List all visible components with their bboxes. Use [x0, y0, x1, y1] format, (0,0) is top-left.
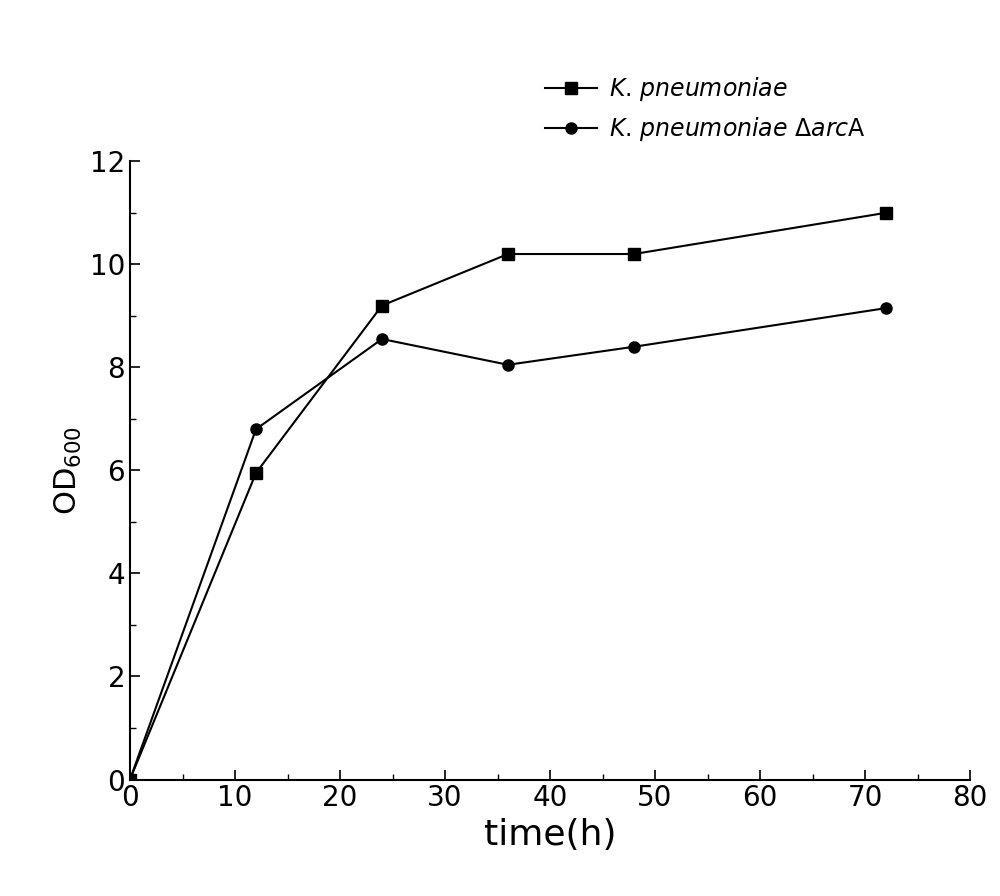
$\it{K}$. $\it{pneumoniae}$ — [376, 300, 388, 311]
$\it{K}$. $\it{pneumoniae}$ $\Delta$$\it{arc}$A — [502, 359, 514, 370]
$\it{K}$. $\it{pneumoniae}$ — [880, 208, 892, 219]
$\it{K}$. $\it{pneumoniae}$ $\Delta$$\it{arc}$A — [880, 303, 892, 314]
$\it{K}$. $\it{pneumoniae}$ $\Delta$$\it{arc}$A — [376, 333, 388, 344]
Line: $\it{K}$. $\it{pneumoniae}$ $\Delta$$\it{arc}$A: $\it{K}$. $\it{pneumoniae}$ $\Delta$$\it… — [124, 303, 892, 785]
$\it{K}$. $\it{pneumoniae}$ $\Delta$$\it{arc}$A — [124, 774, 136, 785]
Y-axis label: OD$_{600}$: OD$_{600}$ — [53, 426, 84, 515]
$\it{K}$. $\it{pneumoniae}$ — [628, 249, 640, 260]
Line: $\it{K}$. $\it{pneumoniae}$: $\it{K}$. $\it{pneumoniae}$ — [124, 207, 892, 785]
Legend: $\it{K}$. $\it{pneumoniae}$, $\it{K}$. $\it{pneumoniae}$ $\Delta$$\it{arc}$A: $\it{K}$. $\it{pneumoniae}$, $\it{K}$. $… — [545, 75, 866, 143]
$\it{K}$. $\it{pneumoniae}$ $\Delta$$\it{arc}$A — [628, 341, 640, 352]
X-axis label: time(h): time(h) — [484, 818, 616, 852]
$\it{K}$. $\it{pneumoniae}$ — [250, 468, 262, 478]
$\it{K}$. $\it{pneumoniae}$ $\Delta$$\it{arc}$A — [250, 424, 262, 435]
$\it{K}$. $\it{pneumoniae}$ — [124, 774, 136, 785]
$\it{K}$. $\it{pneumoniae}$ — [502, 249, 514, 260]
